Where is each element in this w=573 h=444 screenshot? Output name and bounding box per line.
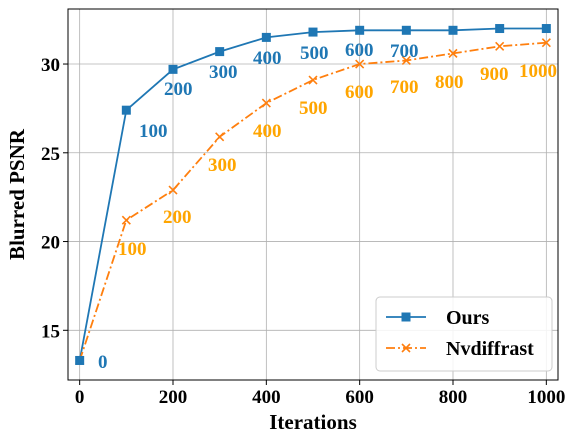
x-marker-stroke — [308, 75, 318, 85]
ours-marker — [215, 47, 225, 57]
legend-swatch-marker — [401, 312, 411, 322]
x-tick-label: 200 — [159, 387, 188, 408]
legend-entry-label: Ours — [446, 307, 490, 329]
nvdiffrast-marker — [215, 132, 225, 142]
ours-marker — [355, 25, 365, 35]
nvdiffrast-marker — [261, 98, 271, 108]
ours-point-label: 600 — [345, 40, 374, 61]
nvdiffrast-point-label: 1000 — [519, 61, 557, 82]
nvdiffrast-marker — [355, 59, 365, 69]
ours-marker — [401, 25, 411, 35]
ours-point-label: 0 — [98, 352, 108, 373]
nvdiffrast-point-label: 300 — [208, 155, 237, 176]
x-marker-stroke — [448, 48, 458, 58]
x-axis-label: Iterations — [269, 410, 357, 434]
y-tick-label: 30 — [41, 55, 60, 76]
nvdiffrast-point-label: 200 — [163, 207, 192, 228]
nvdiffrast-marker — [541, 38, 551, 48]
ours-marker — [448, 25, 458, 35]
ours-marker — [261, 32, 271, 42]
ours-point-label: 300 — [209, 62, 238, 83]
x-marker-stroke — [261, 98, 271, 108]
x-tick-label: 800 — [439, 387, 468, 408]
ours-point-label: 100 — [139, 121, 168, 142]
ours-marker — [121, 105, 131, 115]
nvdiffrast-marker — [121, 215, 131, 225]
ours-marker — [495, 24, 505, 34]
y-tick-label: 25 — [41, 144, 60, 165]
x-tick-label: 600 — [345, 387, 374, 408]
nvdiffrast-marker — [308, 75, 318, 85]
ours-point-label: 400 — [253, 48, 282, 69]
ours-point-label: 500 — [300, 43, 329, 64]
y-tick-label: 20 — [41, 233, 60, 254]
legend-box — [375, 296, 553, 372]
y-axis-label: Blurred PSNR — [5, 128, 29, 260]
nvdiffrast-point-label: 600 — [345, 82, 374, 103]
ours-marker — [541, 24, 551, 34]
x-marker-stroke — [121, 215, 131, 225]
ours-point-label: 200 — [164, 79, 193, 100]
nvdiffrast-marker — [401, 55, 411, 66]
ours-marker — [75, 355, 85, 365]
x-tick-label: 0 — [75, 387, 85, 408]
nvdiffrast-point-label: 800 — [435, 72, 464, 93]
x-marker-stroke — [541, 38, 551, 48]
nvdiffrast-marker — [495, 41, 505, 51]
nvdiffrast-point-label: 400 — [253, 121, 282, 142]
data-label-layer: 0 100 200 300 400 500 600 700 100 200 300 400 500 600… — [98, 40, 557, 373]
nvdiffrast-point-label: 100 — [118, 239, 147, 260]
y-tick-label: 15 — [41, 321, 60, 342]
legend-entry-label: Nvdiffrast — [446, 338, 534, 360]
nvdiffrast-marker — [168, 185, 178, 195]
nvdiffrast-point-label: 500 — [299, 98, 328, 119]
x-marker-stroke — [401, 343, 411, 353]
ours-marker — [308, 27, 318, 37]
x-tick-label: 400 — [252, 387, 281, 408]
x-marker-stroke — [355, 59, 365, 69]
nvdiffrast-marker — [448, 48, 458, 58]
ours-marker — [168, 64, 178, 74]
x-marker-stroke — [215, 132, 225, 142]
x-marker-stroke — [495, 41, 505, 51]
legend: Ours Nvdiffrast — [375, 296, 553, 372]
nvdiffrast-point-label: 900 — [480, 64, 509, 85]
ours-point-label: 700 — [390, 41, 419, 62]
plot-frame — [67, 8, 559, 381]
legend-swatch-marker — [401, 343, 411, 353]
x-tick-label: 1000 — [527, 387, 565, 408]
nvdiffrast-point-label: 700 — [390, 77, 419, 98]
x-marker-stroke — [401, 55, 411, 66]
series-layer — [75, 24, 551, 366]
x-marker-stroke — [168, 185, 178, 195]
